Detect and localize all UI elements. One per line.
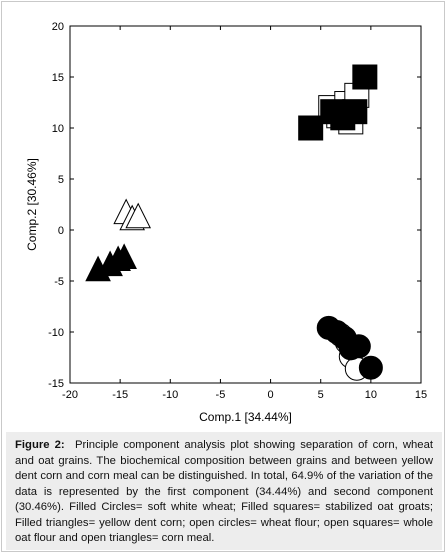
- x-tick-label: 0: [268, 389, 274, 401]
- y-tick-label: 10: [52, 123, 64, 135]
- y-tick-label: -5: [54, 276, 64, 288]
- y-tick-label: 5: [58, 174, 64, 186]
- x-tick-label: 10: [365, 389, 377, 401]
- figure-caption: Figure 2: Principle component analysis p…: [15, 438, 433, 547]
- x-tick-label: -5: [216, 389, 226, 401]
- figure-caption-box: Figure 2: Principle component analysis p…: [6, 432, 442, 550]
- data-point-circle: [346, 334, 371, 359]
- x-tick-label: 15: [415, 389, 427, 401]
- data-point-triangle: [125, 202, 152, 229]
- caption-text: Principle component analysis plot showin…: [15, 439, 434, 544]
- y-tick-label: 15: [52, 72, 64, 84]
- y-tick-label: 20: [52, 21, 64, 33]
- x-tick-label: -10: [162, 389, 178, 401]
- data-point-square: [352, 64, 378, 90]
- y-axis-label: Comp.2 [30.46%]: [25, 158, 39, 251]
- data-point-circle: [358, 355, 383, 380]
- x-tick-label: 5: [318, 389, 324, 401]
- data-point-square: [298, 115, 324, 141]
- chart-marks: [85, 64, 383, 381]
- plot-area-border: [69, 25, 422, 384]
- y-tick-label: -10: [48, 327, 64, 339]
- x-tick-label: -15: [112, 389, 128, 401]
- x-tick-label: -20: [62, 389, 78, 401]
- x-axis-label: Comp.1 [34.44%]: [199, 410, 292, 424]
- y-tick-label: 0: [58, 225, 64, 237]
- data-point-square: [342, 99, 368, 125]
- data-point-triangle: [111, 243, 137, 270]
- y-tick-label: -15: [48, 378, 64, 390]
- caption-label: Figure 2:: [15, 439, 65, 451]
